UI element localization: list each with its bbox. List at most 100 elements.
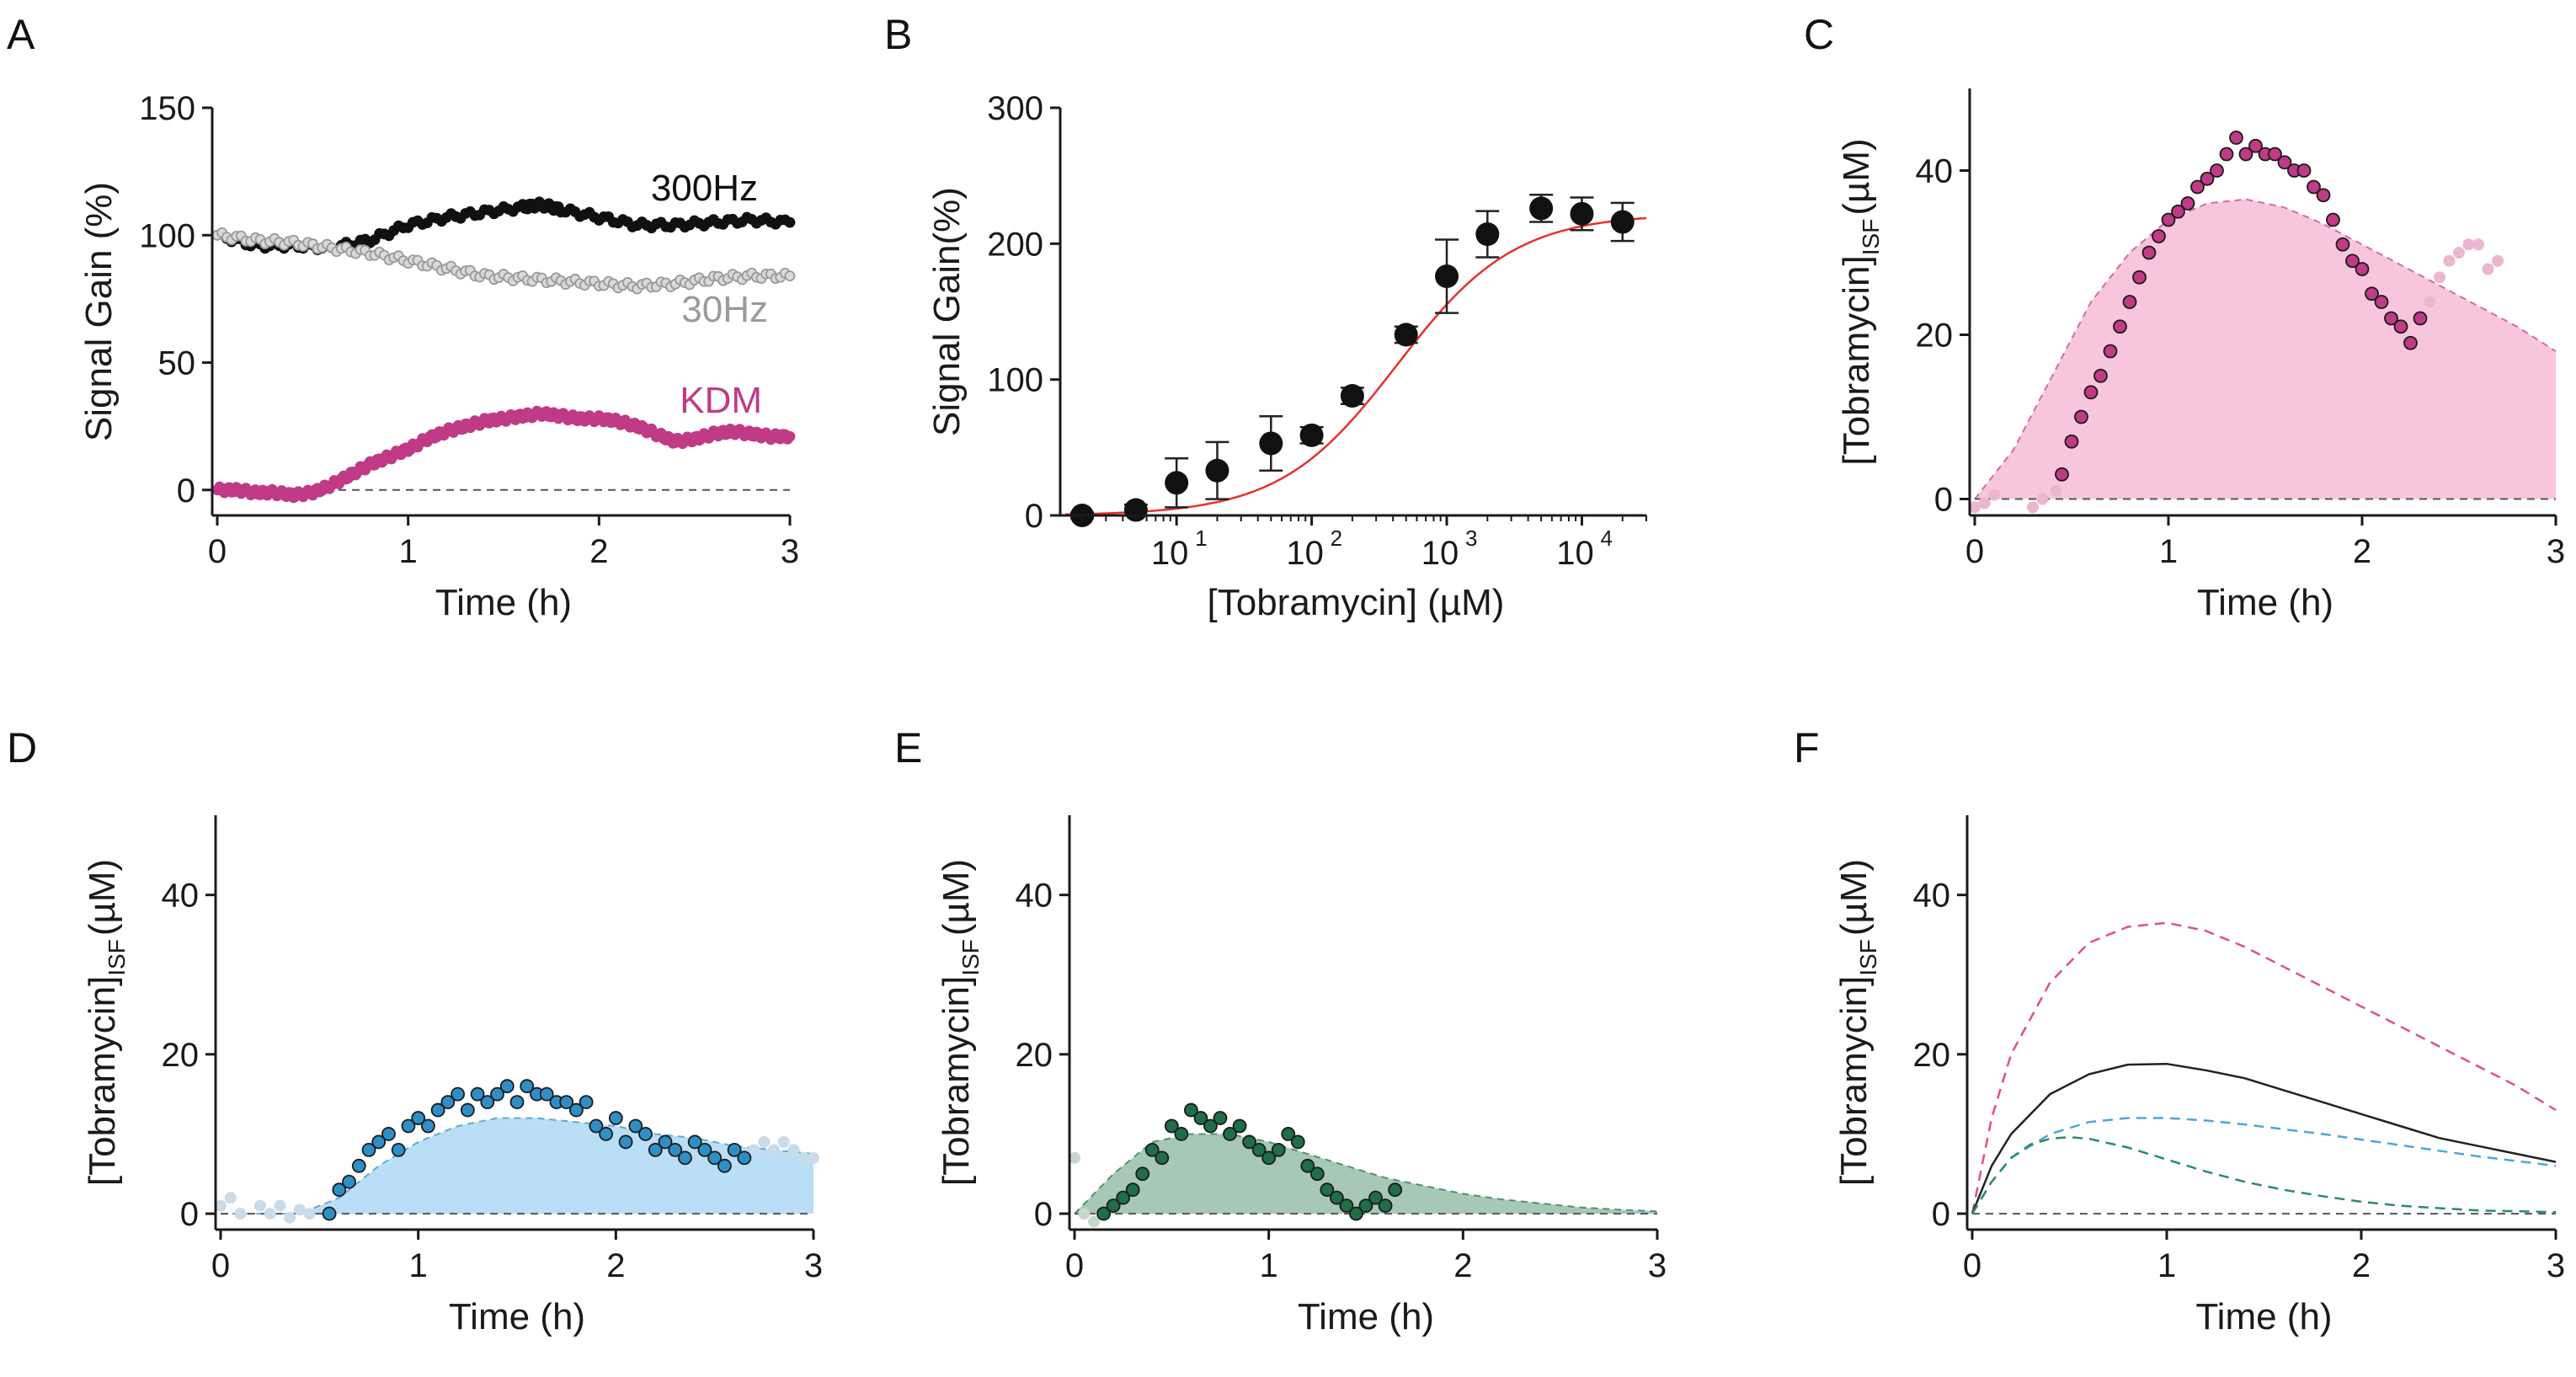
data-point [668, 1142, 683, 1157]
data-point [1388, 1182, 1402, 1198]
y-axis-label-unit: (µM) [82, 859, 123, 936]
y-axis-label-unit: (µM) [1836, 138, 1877, 215]
data-point [509, 1095, 525, 1110]
x-tick-label: 3 [781, 533, 799, 570]
data-point [332, 1182, 347, 1198]
x-tick-label: 10 [1421, 535, 1459, 572]
data-point [490, 1086, 504, 1102]
x-tick-label: 10 [1556, 535, 1594, 572]
faded-point [1988, 488, 2000, 501]
data-point [2210, 163, 2224, 178]
data-point [1309, 1166, 1325, 1182]
data-point [2190, 179, 2205, 195]
y-axis-label-subscript: ISF [1858, 219, 1884, 256]
data-point [2355, 262, 2370, 276]
data-point [342, 1174, 356, 1189]
panel-E: E 0 20 40 0 1 2 3 Time (h) [Tobramycin]ISF (µM) [894, 724, 1667, 1337]
series-label-300hz: 300Hz [651, 168, 758, 209]
y-axis-label-subscript: ISF [1855, 939, 1881, 976]
faded-point [787, 1144, 800, 1156]
model-area [1975, 199, 2556, 499]
data-point [737, 1150, 752, 1166]
x-tick-label: 2 [606, 1247, 625, 1284]
faded-point [2424, 296, 2436, 308]
data-point [678, 1150, 692, 1166]
series-label-kdm: KDM [680, 380, 762, 421]
data-point [2064, 434, 2079, 449]
data-point [1281, 1127, 1296, 1141]
x-tick-exponent: 3 [1465, 526, 1477, 551]
y-tick-label: 150 [139, 90, 195, 127]
y-tick-label: 40 [162, 878, 200, 915]
data-point [1271, 1142, 1286, 1157]
data-point [2326, 212, 2340, 227]
x-tick-exponent: 4 [1600, 526, 1612, 551]
y-tick-label: 50 [158, 345, 196, 382]
data-point [2413, 311, 2428, 326]
data-point [1125, 1182, 1140, 1198]
data-point [1475, 222, 1500, 247]
data-point [1155, 1150, 1170, 1166]
data-point [1135, 1166, 1150, 1182]
data-point [1205, 458, 1229, 483]
faded-point [274, 1199, 286, 1212]
y-tick-label: 100 [987, 362, 1043, 399]
data-point [1203, 1118, 1218, 1134]
data-point [1164, 1118, 1179, 1134]
data-point [2229, 131, 2243, 145]
faded-point [748, 1144, 760, 1156]
faded-point [1088, 1215, 1101, 1228]
y-axis-label-base: [Tobramycin] [82, 976, 123, 1186]
faded-point [224, 1192, 237, 1204]
data-point [1106, 1198, 1121, 1214]
x-tick-label: 3 [2547, 533, 2565, 570]
data-point [1340, 384, 1364, 408]
data-point [1223, 1127, 1237, 1141]
x-tick-label: 0 [1065, 1247, 1084, 1284]
x-tick-label: 2 [589, 533, 608, 570]
data-point [2248, 138, 2263, 153]
faded-point [1978, 497, 1991, 510]
y-axis-label: [Tobramycin]ISF (µM) [1833, 859, 1881, 1186]
x-tick-label: 0 [211, 1247, 230, 1284]
data-point [2296, 163, 2312, 178]
data-point [391, 1142, 406, 1157]
data-point [1290, 1134, 1305, 1150]
faded-point [284, 1211, 296, 1224]
series-point-kdm [784, 430, 796, 442]
x-tick-label: 0 [1963, 1247, 1981, 1284]
model-line-3 [1971, 1135, 2557, 1214]
faded-point [808, 1151, 819, 1164]
faded-point [2036, 493, 2049, 505]
y-tick-label: 40 [1016, 878, 1053, 915]
data-point [727, 1142, 742, 1157]
data-point [440, 1095, 456, 1110]
series-label-30hz: 30Hz [681, 289, 768, 330]
x-tick-label: 2 [2352, 1247, 2371, 1284]
data-point [2268, 147, 2282, 162]
data-point [589, 1118, 604, 1134]
y-tick-label: 0 [1934, 482, 1953, 519]
data-point [2200, 171, 2215, 186]
y-tick-label: 40 [1916, 153, 1954, 190]
data-point [2374, 295, 2389, 309]
data-point [520, 1079, 535, 1094]
data-point [1193, 1111, 1208, 1125]
model-line-2 [1971, 1117, 2557, 1214]
y-tick-label: 0 [177, 472, 195, 510]
data-point [2277, 155, 2292, 170]
x-tick-label: 1 [1260, 1247, 1278, 1284]
y-tick-label: 20 [162, 1037, 200, 1074]
data-point [499, 1079, 515, 1094]
data-point [1096, 1206, 1111, 1221]
faded-point [253, 1199, 266, 1212]
data-point [2365, 286, 2379, 302]
data-point [1174, 1127, 1189, 1141]
x-tick-label: 1 [409, 1247, 428, 1284]
y-tick-label: 0 [1025, 498, 1043, 535]
faded-point [2050, 484, 2062, 497]
faded-point [768, 1144, 781, 1156]
model-curve [221, 1117, 814, 1215]
